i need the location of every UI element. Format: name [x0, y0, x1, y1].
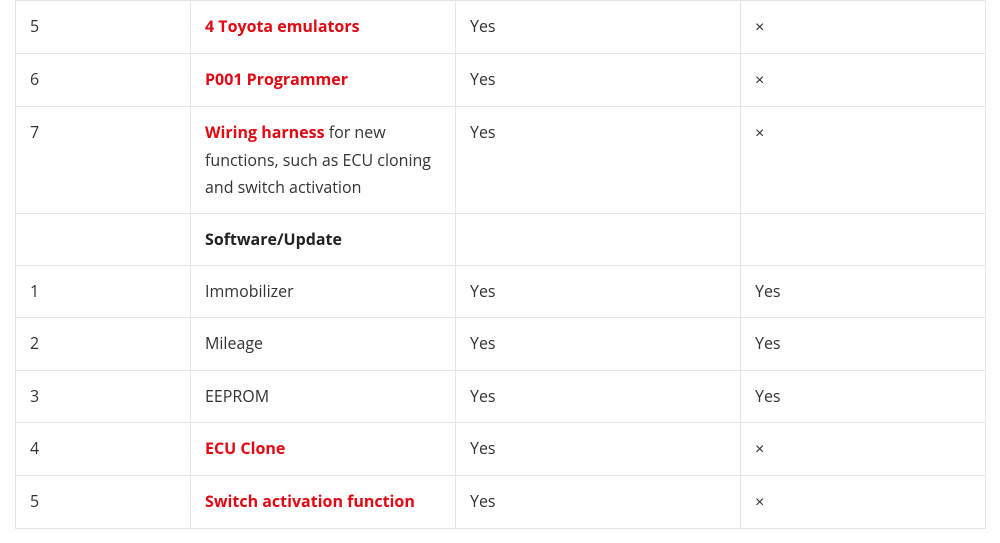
table-row: 7 Wiring harness for new functions, such… — [16, 107, 986, 214]
row-col4: × — [755, 125, 764, 142]
row-number: 7 — [30, 121, 39, 143]
section-header: Software/Update — [205, 228, 342, 250]
row-highlight: ECU Clone — [205, 437, 285, 459]
row-col3: Yes — [470, 437, 496, 459]
table-body: 5 4 Toyota emulators Yes × 6 P001 Progra… — [16, 1, 986, 529]
row-col3: Yes — [470, 15, 496, 37]
row-number: 1 — [30, 280, 39, 302]
table-row: Software/Update — [16, 213, 986, 265]
row-col4: Yes — [755, 280, 781, 302]
comparison-table: 5 4 Toyota emulators Yes × 6 P001 Progra… — [15, 0, 986, 529]
table-row: 1 Immobilizer Yes Yes — [16, 266, 986, 318]
row-col3: Yes — [470, 280, 496, 302]
row-col3: Yes — [470, 68, 496, 90]
row-col3: Yes — [470, 121, 496, 143]
row-number: 6 — [30, 68, 39, 90]
row-col3: Yes — [470, 385, 496, 407]
table-row: 4 ECU Clone Yes × — [16, 422, 986, 475]
row-col4: × — [755, 441, 764, 458]
row-highlight: P001 Programmer — [205, 68, 348, 90]
row-number: 4 — [30, 437, 39, 459]
row-highlight: 4 Toyota emulators — [205, 15, 360, 37]
row-highlight: Wiring harness — [205, 121, 325, 143]
row-number: 5 — [30, 15, 39, 37]
row-number: 3 — [30, 385, 39, 407]
row-col3: Yes — [470, 490, 496, 512]
table-row: 5 4 Toyota emulators Yes × — [16, 1, 986, 54]
row-col4: × — [755, 19, 764, 36]
table-row: 2 Mileage Yes Yes — [16, 318, 986, 370]
row-col4: × — [755, 72, 764, 89]
table-row: 6 P001 Programmer Yes × — [16, 54, 986, 107]
row-suffix: EEPROM — [205, 385, 269, 407]
row-col3: Yes — [470, 332, 496, 354]
table-row: 5 Switch activation function Yes × — [16, 475, 986, 528]
row-number: 5 — [30, 490, 39, 512]
row-col4: Yes — [755, 385, 781, 407]
row-suffix: Immobilizer — [205, 280, 294, 302]
row-col4: × — [755, 494, 764, 511]
row-number: 2 — [30, 332, 39, 354]
row-suffix: Mileage — [205, 332, 263, 354]
row-col4: Yes — [755, 332, 781, 354]
row-highlight: Switch activation function — [205, 490, 415, 512]
table-row: 3 EEPROM Yes Yes — [16, 370, 986, 422]
